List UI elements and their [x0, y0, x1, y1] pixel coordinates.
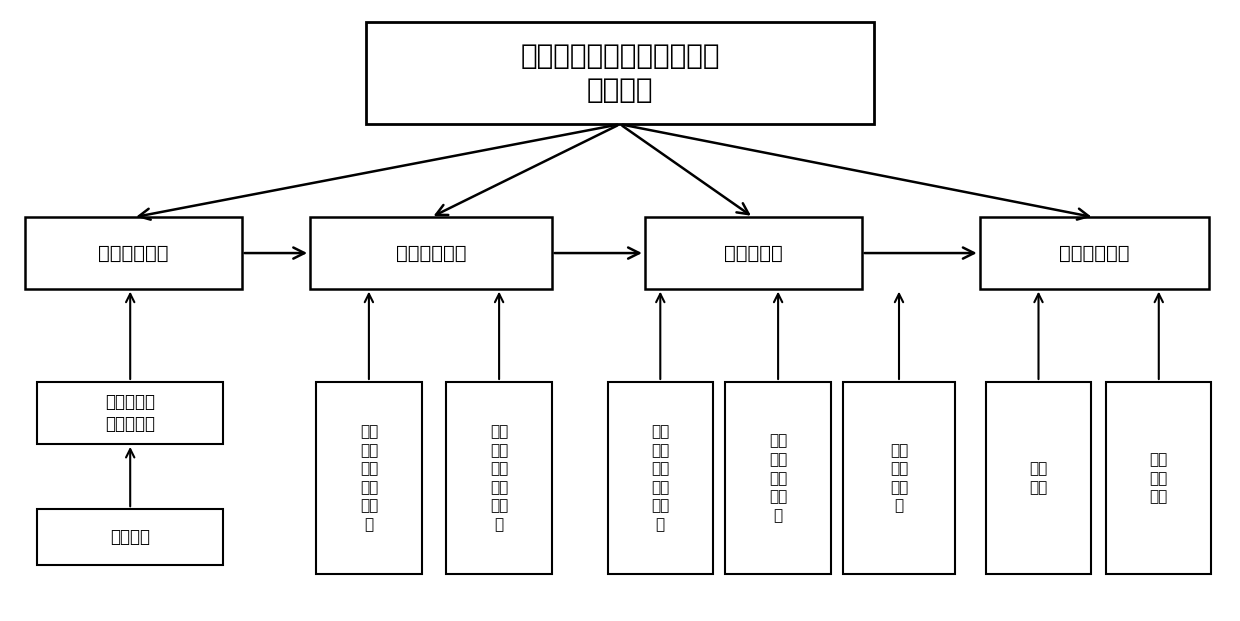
Bar [316, 382, 422, 574]
Bar [645, 217, 862, 289]
Bar [608, 382, 713, 574]
Bar [37, 382, 223, 444]
Text: 气体
混合
通道
的湿
度监
测: 气体 混合 通道 的湿 度监 测 [360, 424, 378, 532]
Text: 多量程质量
流量控制器: 多量程质量 流量控制器 [105, 393, 155, 433]
Text: 多路
传感
器阵
列: 多路 传感 器阵 列 [890, 443, 908, 514]
Text: 气体配气装置: 气体配气装置 [98, 243, 169, 263]
Text: 半导体气体传感器测试系统
硬件设计: 半导体气体传感器测试系统 硬件设计 [521, 42, 719, 104]
Bar [986, 382, 1091, 574]
Bar [980, 217, 1209, 289]
Bar [25, 217, 242, 289]
Text: 温度
检测
及补
偿电
路: 温度 检测 及补 偿电 路 [769, 433, 787, 523]
Text: 气体
扫气
风扇: 气体 扫气 风扇 [1149, 452, 1168, 504]
Bar [366, 22, 874, 124]
Text: 气体混合通道: 气体混合通道 [396, 243, 466, 263]
Bar [725, 382, 831, 574]
Bar [1106, 382, 1211, 574]
Text: 多种气样: 多种气样 [110, 528, 150, 546]
Text: 抽气
电机: 抽气 电机 [1029, 461, 1048, 495]
Text: 信号
测量
与数
据处
理电
路: 信号 测量 与数 据处 理电 路 [651, 424, 670, 532]
Bar [446, 382, 552, 574]
Bar [37, 509, 223, 565]
Text: 气体扫气装置: 气体扫气装置 [1059, 243, 1130, 263]
Bar [843, 382, 955, 574]
Bar [310, 217, 552, 289]
Text: 气体
混合
通道
的温
度监
测: 气体 混合 通道 的温 度监 测 [490, 424, 508, 532]
Text: 气体测试腔: 气体测试腔 [724, 243, 782, 263]
